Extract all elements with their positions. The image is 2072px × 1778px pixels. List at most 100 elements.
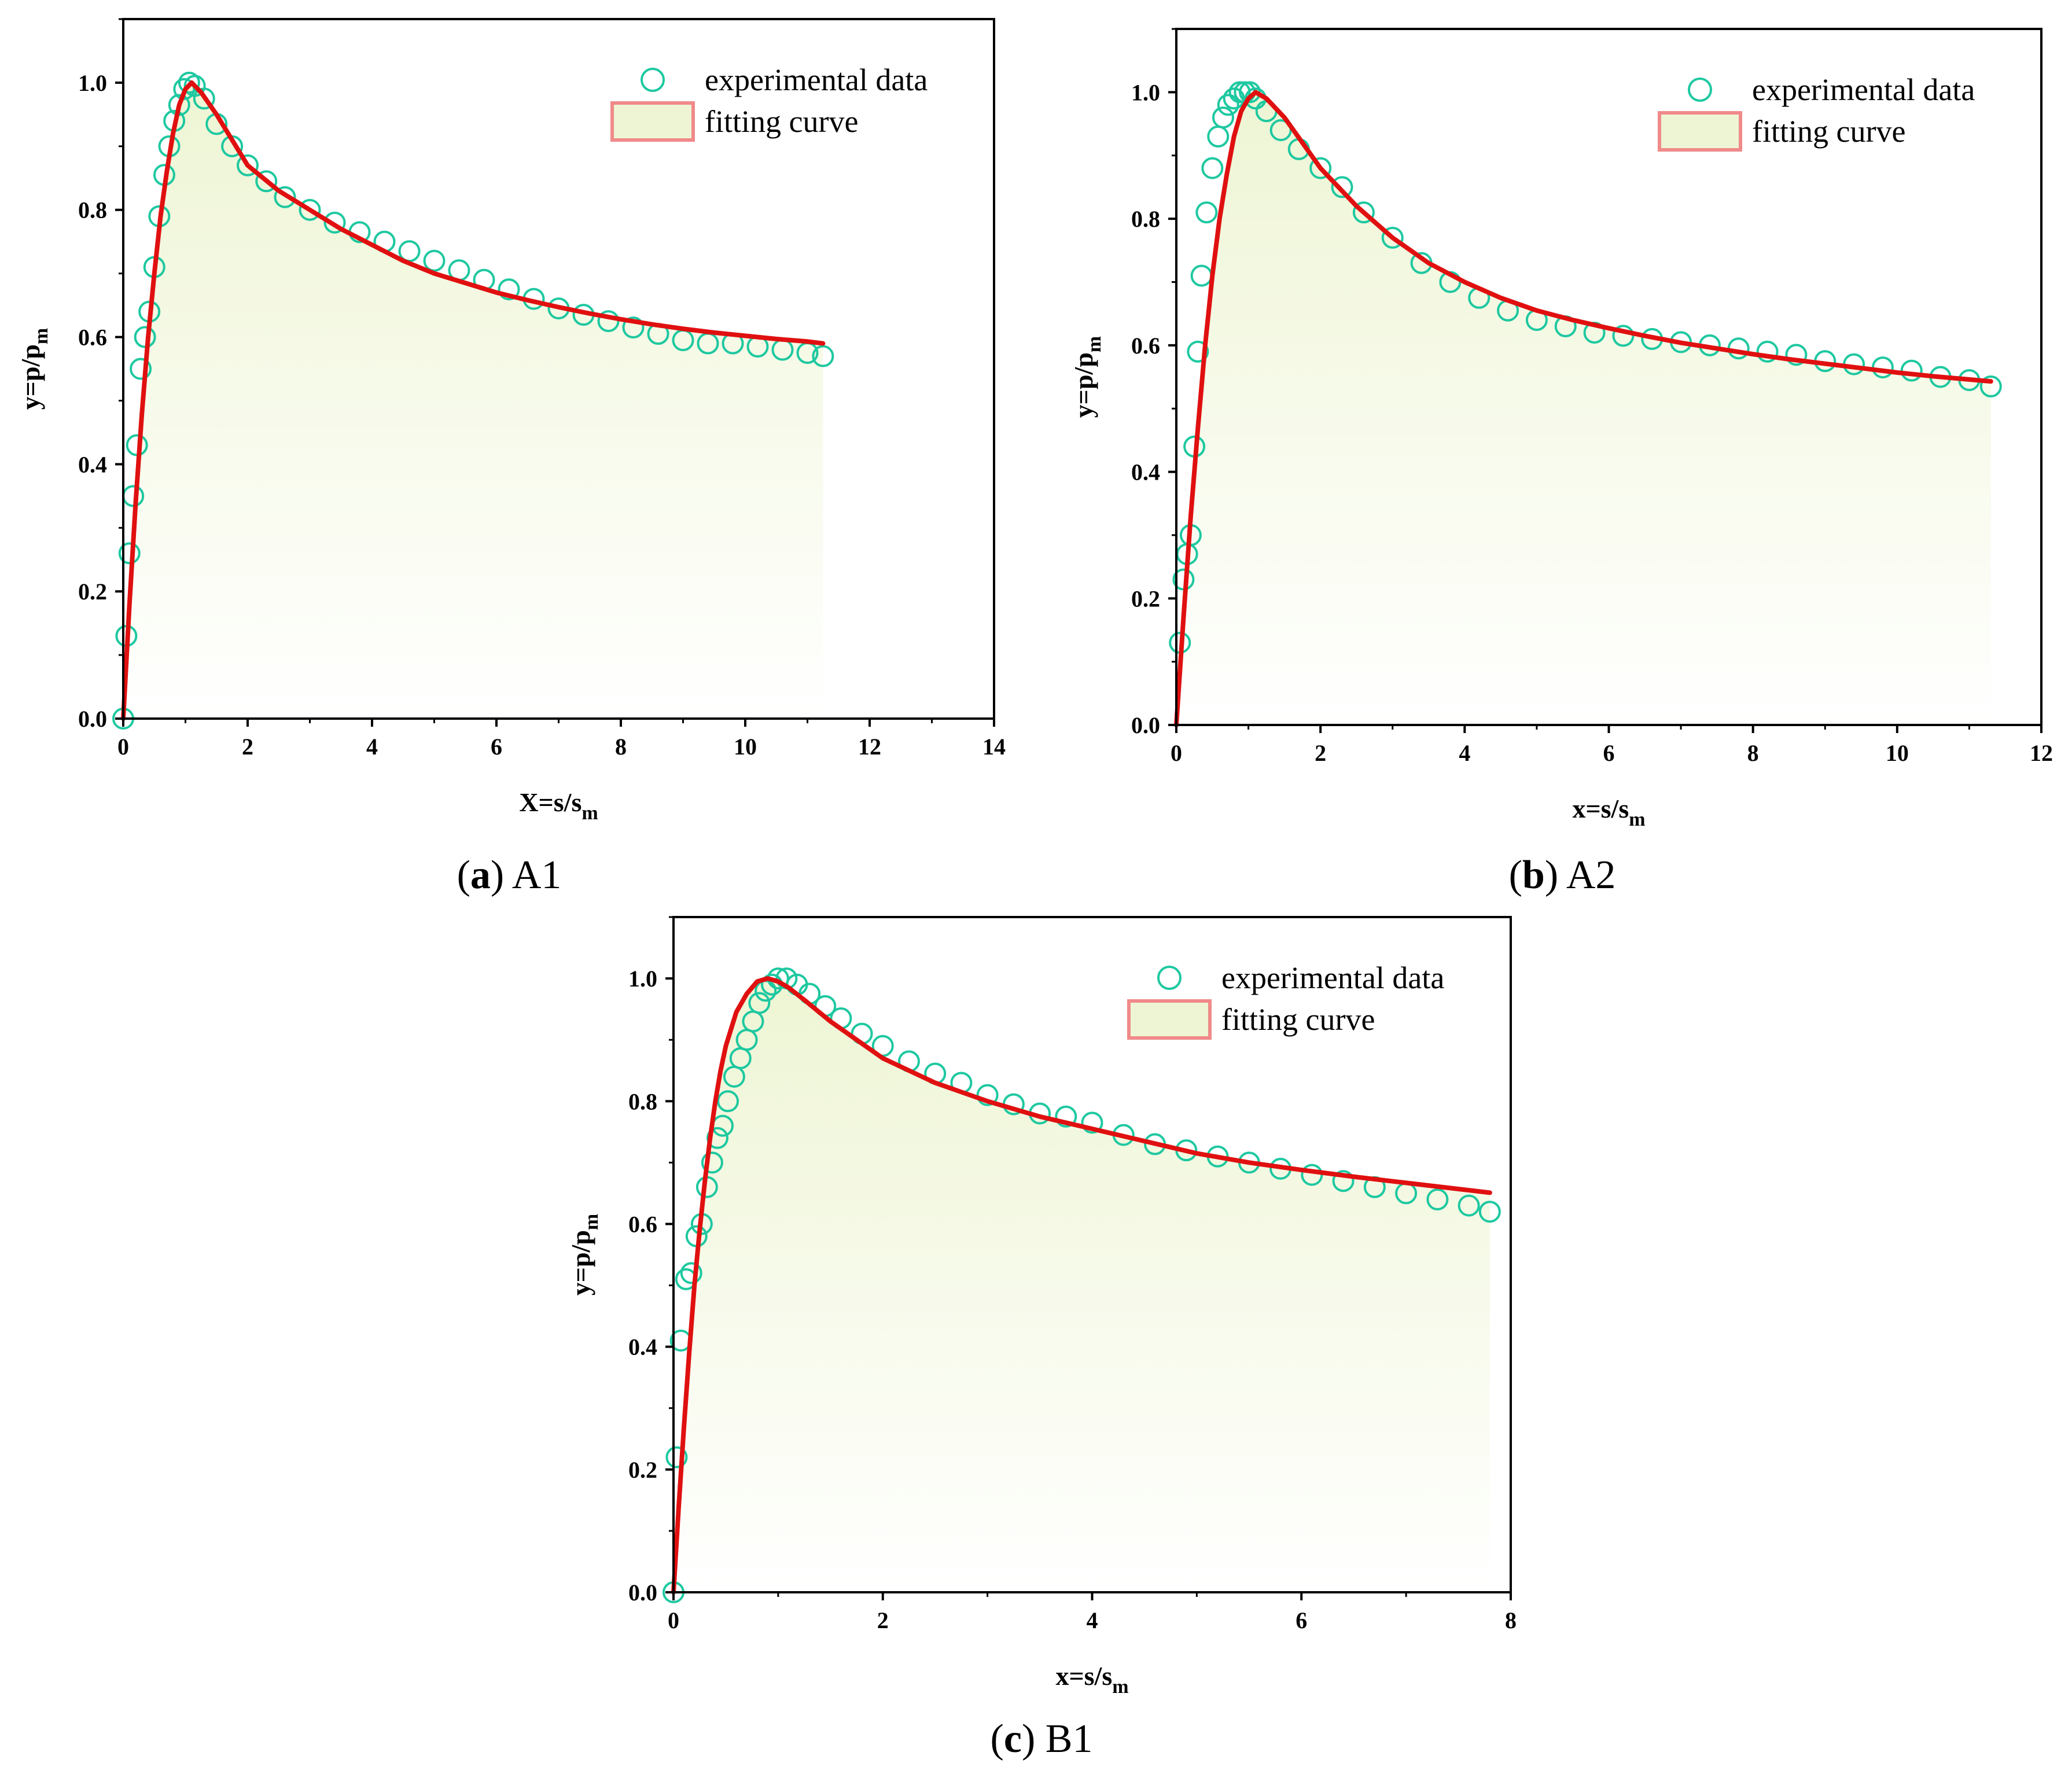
- chart-c: 0 2 4 6 8 0.0 0.2 0.4 0.6 0.8 1.0 x=s/sm y=p/pm exper…: [566, 916, 1517, 1761]
- y-tick-label-a-5: 1.0: [78, 70, 107, 96]
- y-tick-label-c-0: 0.0: [628, 1580, 657, 1606]
- x-tick-label-a-7: 14: [982, 734, 1006, 760]
- legend-label-experimental-b: experimental data: [1752, 72, 1975, 107]
- caption-a: (a) A1: [457, 853, 562, 897]
- experimental-point-c-30: [976, 1084, 999, 1106]
- legend-swatch-icon-b: [1658, 111, 1742, 152]
- y-axis-label-a: y=p/pm: [16, 328, 52, 410]
- experimental-point-b-11: [1217, 94, 1239, 116]
- legend-label-fitting-b: fitting curve: [1752, 114, 1905, 149]
- experimental-point-c-16: [748, 992, 771, 1014]
- x-axis-label-c: x=s/sm: [1055, 1661, 1128, 1698]
- experimental-point-b-31: [1612, 325, 1635, 347]
- experimental-point-c-45: [1426, 1188, 1449, 1211]
- experimental-point-c-34: [1081, 1111, 1103, 1134]
- x-tick-label-a-5: 10: [734, 734, 757, 760]
- experimental-point-a-31: [498, 278, 520, 301]
- fill-area-a: [123, 82, 823, 719]
- legend-marker-icon-c: [1157, 966, 1182, 990]
- x-tick-label-a-4: 8: [615, 734, 627, 760]
- fill-area-c: [674, 978, 1490, 1592]
- y-tick-label-c-1: 0.2: [628, 1457, 657, 1483]
- experimental-point-a-14: [173, 78, 196, 100]
- y-axis-label-b: y=p/pm: [1069, 336, 1105, 418]
- y-tick-label-a-0: 0.0: [78, 706, 107, 732]
- legend-swatch-icon-a: [610, 101, 695, 142]
- caption-c: (c) B1: [991, 1717, 1093, 1761]
- experimental-point-c-46: [1458, 1194, 1480, 1217]
- experimental-point-b-23: [1381, 226, 1404, 249]
- caption-b: (b) A2: [1509, 853, 1616, 897]
- experimental-point-a-36: [622, 316, 645, 339]
- x-tick-label-b-1: 2: [1315, 740, 1326, 766]
- experimental-point-a-23: [299, 198, 321, 221]
- x-tick-label-b-4: 8: [1747, 740, 1759, 766]
- experimental-point-b-22: [1352, 201, 1375, 224]
- experimental-point-b-37: [1785, 344, 1808, 366]
- x-tick-label-a-0: 0: [117, 734, 129, 760]
- y-tick-label-b-2: 0.4: [1131, 459, 1160, 485]
- x-tick-label-c-1: 2: [877, 1607, 889, 1633]
- legend-label-experimental-c: experimental data: [1221, 960, 1444, 995]
- y-tick-label-b-1: 0.2: [1131, 586, 1160, 612]
- x-tick-label-b-5: 10: [1886, 740, 1909, 766]
- y-tick-label-a-1: 0.2: [78, 579, 107, 605]
- experimental-point-c-33: [1055, 1105, 1077, 1128]
- y-tick-label-a-3: 0.6: [78, 325, 107, 351]
- experimental-point-a-2: [118, 542, 141, 565]
- experimental-point-c-47: [1478, 1201, 1501, 1223]
- experimental-point-b-8: [1201, 157, 1224, 179]
- x-tick-label-a-2: 4: [366, 734, 378, 760]
- experimental-point-c-42: [1332, 1170, 1355, 1192]
- x-tick-label-a-6: 12: [858, 734, 881, 760]
- experimental-point-b-5: [1187, 340, 1209, 363]
- legend-label-experimental-a: experimental data: [705, 62, 928, 97]
- chart-b: 0 2 4 6 8 10 12 0.0 0.2 0.4 0.6 0.8 1.0 x=s/sm y=p/pm e…: [1069, 28, 2053, 897]
- chart-a: 0 2 4 6 8 10 12 14 0.0 0.2 0.4 0.6 0.8 1.0 X=s/sm y=p/p…: [16, 18, 1006, 897]
- experimental-point-a-21: [255, 170, 278, 193]
- experimental-point-b-41: [1900, 359, 1923, 382]
- legend-swatch-icon-c: [1127, 999, 1212, 1040]
- y-tick-label-b-5: 1.0: [1131, 79, 1160, 105]
- x-tick-label-a-3: 6: [491, 734, 502, 760]
- experimental-point-b-21: [1331, 176, 1353, 198]
- y-tick-label-c-2: 0.4: [628, 1334, 657, 1360]
- experimental-point-b-36: [1756, 340, 1779, 363]
- x-tick-label-b-3: 6: [1603, 740, 1615, 766]
- experimental-point-a-35: [597, 310, 620, 333]
- x-axis-label-b: x=s/sm: [1572, 794, 1645, 830]
- x-axis-label-a: X=s/sm: [519, 787, 598, 824]
- y-tick-label-b-0: 0.0: [1131, 712, 1160, 738]
- experimental-point-c-1: [665, 1446, 688, 1468]
- experimental-point-b-20: [1309, 157, 1332, 179]
- experimental-point-b-7: [1195, 201, 1218, 224]
- y-tick-label-a-4: 0.8: [78, 197, 107, 223]
- y-tick-label-b-4: 0.8: [1131, 206, 1160, 232]
- x-tick-label-c-3: 6: [1296, 1607, 1307, 1633]
- x-tick-label-a-1: 2: [242, 734, 253, 760]
- y-tick-label-a-2: 0.4: [78, 451, 107, 477]
- legend-marker-icon-a: [641, 68, 665, 92]
- x-tick-label-c-0: 0: [668, 1607, 679, 1633]
- legend-marker-icon-b: [1688, 78, 1712, 102]
- x-tick-label-c-2: 4: [1087, 1607, 1098, 1633]
- experimental-point-a-17: [193, 87, 215, 110]
- x-tick-label-b-2: 4: [1459, 740, 1470, 766]
- experimental-point-a-28: [423, 249, 446, 272]
- experimental-point-c-4: [680, 1262, 702, 1284]
- experimental-point-a-22: [274, 186, 296, 208]
- experimental-point-b-10: [1212, 106, 1234, 129]
- experimental-point-a-24: [323, 211, 346, 234]
- experimental-point-a-44: [812, 345, 834, 367]
- fitting-curve-b: [1174, 90, 1993, 727]
- fitting-curve-c: [671, 976, 1492, 1595]
- y-tick-label-b-3: 0.6: [1131, 333, 1160, 359]
- y-tick-label-c-3: 0.6: [628, 1211, 657, 1237]
- y-tick-label-c-4: 0.8: [628, 1088, 657, 1114]
- fill-area-b: [1176, 92, 1991, 725]
- experimental-point-c-8: [701, 1151, 723, 1174]
- y-tick-label-c-5: 1.0: [628, 966, 657, 992]
- x-tick-label-b-6: 12: [2030, 740, 2053, 766]
- legend-label-fitting-c: fitting curve: [1221, 1002, 1375, 1037]
